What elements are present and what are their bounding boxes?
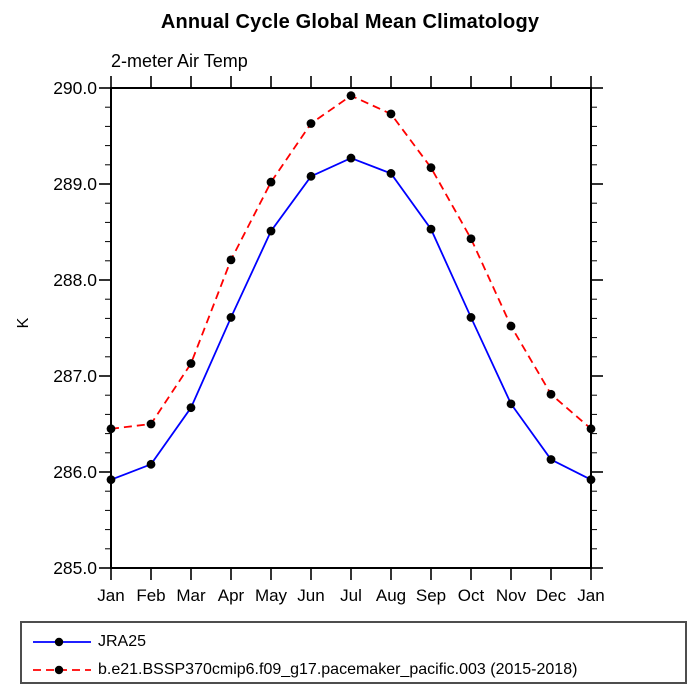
axes: Jan Feb Mar Apr May Jun Jul Aug Sep Oct Nov Dec Jan2… — [53, 76, 605, 605]
x-tick-label: Nov — [496, 586, 527, 605]
data-point-marker — [226, 313, 236, 322]
x-tick-label: Apr — [218, 586, 245, 605]
y-tick-label: 290.0 — [53, 78, 97, 98]
x-tick-label: Sep — [416, 586, 446, 605]
data-point-marker — [106, 475, 116, 485]
data-point-marker — [426, 163, 436, 173]
data-point-marker — [306, 119, 316, 128]
data-point-marker — [266, 226, 276, 236]
data-point-marker — [106, 424, 116, 434]
legend-item-model: b.e21.BSSP370cmip6.f09_g17.pacemaker_pac… — [33, 660, 577, 680]
x-tick-label: Oct — [458, 586, 485, 605]
x-tick-label: Jul — [340, 586, 362, 605]
legend-line-sample-solid — [33, 637, 91, 647]
legend-line-sample-dashed — [33, 665, 91, 675]
x-tick-label: Jan — [97, 586, 124, 605]
plot-area: Jan Feb Mar Apr May Jun Jul Aug Sep Oct Nov Dec Jan2… — [53, 76, 605, 605]
series-jra25 — [106, 153, 596, 485]
y-tick-label: 286.0 — [53, 462, 97, 482]
y-tick-label: 288.0 — [53, 270, 97, 290]
y-tick-label: 287.0 — [53, 366, 97, 386]
data-point-marker — [586, 424, 596, 434]
y-tick-label: 289.0 — [53, 174, 97, 194]
x-tick-label: Mar — [176, 586, 206, 605]
x-tick-label: Dec — [536, 586, 567, 605]
x-tick-label: May — [255, 586, 288, 605]
data-point-marker — [506, 321, 516, 331]
series-model — [106, 91, 596, 434]
data-point-marker — [386, 169, 396, 178]
data-point-marker — [546, 455, 556, 464]
data-point-marker — [186, 403, 196, 413]
x-tick-label: Feb — [136, 586, 165, 605]
series-line — [110, 157, 592, 481]
y-tick-label: 285.0 — [53, 558, 97, 578]
data-point-marker — [266, 177, 276, 187]
data-point-marker — [146, 459, 156, 469]
chart-subtitle: 2-meter Air Temp — [111, 51, 248, 71]
data-point-marker — [186, 359, 196, 368]
legend-item-jra25: JRA25 — [33, 632, 146, 652]
chart-title: Annual Cycle Global Mean Climatology — [160, 11, 540, 33]
data-point-marker — [506, 399, 516, 409]
data-point-marker — [346, 91, 356, 101]
data-point-marker — [306, 171, 316, 181]
data-point-marker — [466, 313, 476, 322]
data-point-marker — [546, 389, 556, 399]
data-point-marker — [586, 475, 596, 485]
legend-label-model: b.e21.BSSP370cmip6.f09_g17.pacemaker_pac… — [98, 661, 578, 678]
x-tick-label: Aug — [376, 586, 406, 605]
x-tick-label: Jun — [297, 586, 324, 605]
data-point-marker — [346, 153, 356, 163]
data-point-marker — [426, 224, 436, 234]
data-point-marker — [466, 234, 476, 244]
data-point-marker — [386, 109, 396, 119]
x-tick-label: Jan — [577, 586, 604, 605]
series-line — [110, 94, 592, 430]
legend-label-jra25: JRA25 — [98, 633, 147, 650]
data-point-marker — [146, 419, 156, 429]
legend-box: JRA25 b.e21.BSSP370cmip6.f09_g17.pacemak… — [20, 621, 687, 684]
data-point-marker — [226, 255, 236, 265]
